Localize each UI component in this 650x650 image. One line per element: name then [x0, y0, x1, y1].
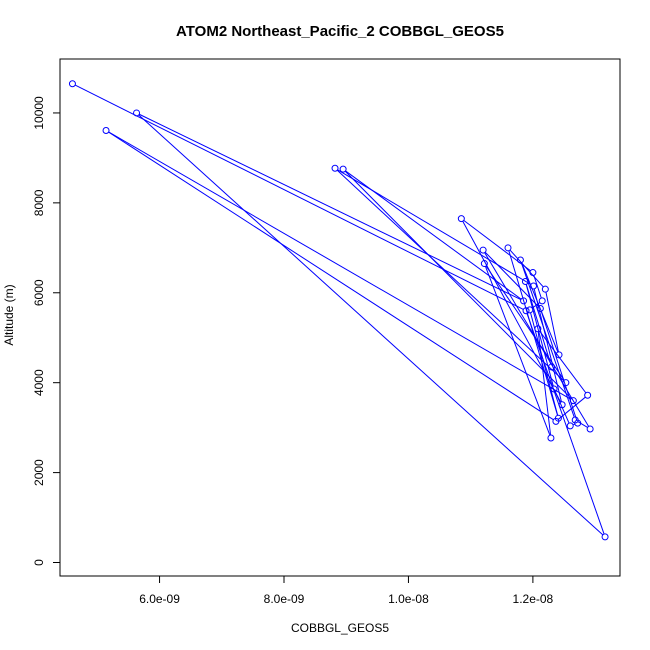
series-line-segment — [533, 288, 562, 402]
data-point — [521, 278, 529, 286]
data-point — [520, 297, 528, 305]
series-line-segment — [139, 113, 522, 301]
data-point — [584, 391, 592, 399]
data-point — [554, 414, 562, 422]
series-line-segment — [521, 262, 559, 353]
data-point — [530, 282, 538, 290]
data-point — [541, 285, 549, 293]
y-tick-label: 4000 — [32, 369, 46, 396]
series-line-segment — [344, 170, 572, 399]
data-point — [538, 297, 546, 305]
data-point — [480, 260, 488, 268]
series-line-segment — [336, 169, 565, 382]
data-point — [529, 269, 537, 277]
data-point — [102, 126, 110, 134]
series-line-segment — [525, 284, 552, 365]
series-line-segment — [108, 131, 554, 421]
data-point — [548, 363, 556, 371]
data-point — [457, 215, 465, 223]
data-point — [339, 165, 347, 173]
series-line-segment — [533, 275, 542, 299]
series-line-segment — [509, 249, 544, 288]
data-point — [479, 246, 487, 254]
x-axis: 6.0e-09 8.0e-09 1.0e-08 1.2e-08 — [139, 575, 554, 606]
data-point — [550, 385, 558, 393]
data-point — [574, 419, 582, 427]
data-point — [504, 244, 512, 252]
data-point — [526, 306, 534, 314]
series-layer — [68, 80, 609, 541]
series-line-segment — [545, 292, 559, 352]
y-tick-label: 0 — [32, 559, 46, 566]
x-tick-label: 8.0e-09 — [264, 592, 305, 606]
data-point — [536, 305, 544, 313]
series-line-segment — [138, 114, 604, 536]
data-point — [601, 533, 609, 541]
data-point — [547, 434, 555, 442]
series-line-segment — [484, 266, 551, 436]
series-line-segment — [525, 284, 554, 387]
data-point — [566, 422, 574, 430]
y-axis: 0 2000 4000 6000 8000 10000 — [32, 96, 61, 566]
data-point — [331, 164, 339, 172]
data-point — [569, 397, 577, 405]
series-line-segment — [484, 252, 590, 427]
y-axis-label: Altitude (m) — [2, 284, 16, 345]
data-point — [534, 325, 542, 333]
data-point — [522, 307, 530, 315]
y-tick-label: 6000 — [32, 279, 46, 306]
x-tick-label: 1.0e-08 — [388, 592, 429, 606]
data-point — [562, 379, 570, 387]
series-line-segment — [520, 262, 575, 418]
series-line-segment — [557, 396, 586, 420]
data-point — [68, 80, 76, 88]
y-tick-label: 8000 — [32, 189, 46, 216]
series-line-segment — [526, 313, 605, 535]
y-tick-label: 10000 — [32, 96, 46, 130]
data-point — [516, 256, 524, 264]
data-point — [133, 109, 141, 117]
x-tick-label: 6.0e-09 — [139, 592, 180, 606]
chart-title: ATOM2 Northeast_Pacific_2 COBBGL_GEOS5 — [176, 23, 504, 40]
y-tick-label: 2000 — [32, 459, 46, 486]
x-axis-label: COBBGL_GEOS5 — [291, 621, 389, 635]
series-line-segment — [108, 131, 571, 400]
series-line-segment — [577, 421, 588, 428]
data-point — [555, 351, 563, 359]
x-tick-label: 1.2e-08 — [513, 592, 554, 606]
data-point — [558, 401, 566, 409]
series-line-segment — [74, 84, 524, 310]
data-point — [586, 425, 594, 433]
